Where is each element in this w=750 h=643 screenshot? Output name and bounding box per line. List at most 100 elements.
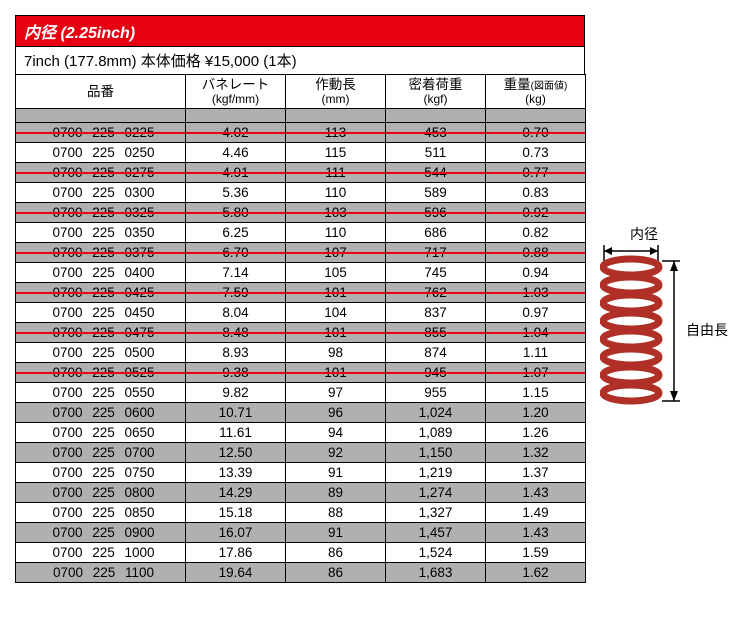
cell-part: 0700 225 1000 (16, 543, 186, 563)
cell-rate: 9.38 (186, 363, 286, 383)
spring-spec-table: 品番 バネレート (kgf/mm) 作動長 (mm) 密着荷重 (kgf) 重量… (15, 74, 586, 583)
cell-weight: 0.77 (486, 163, 586, 183)
cell-weight: 1.37 (486, 463, 586, 483)
col-header-part: 品番 (16, 75, 186, 109)
cell-part: 0700 225 0600 (16, 403, 186, 423)
cell-load: 1,524 (386, 543, 486, 563)
cell-rate: 7.59 (186, 283, 286, 303)
col-header-load-label: 密着荷重 (388, 77, 483, 93)
cell-part: 0700 225 0650 (16, 423, 186, 443)
cell-stroke: 105 (286, 263, 386, 283)
cell-stroke: 92 (286, 443, 386, 463)
table-row: 0700 225 04508.041048370.97 (16, 303, 586, 323)
cell-weight: 0.70 (486, 123, 586, 143)
cell-load: 837 (386, 303, 486, 323)
cell-rate: 5.80 (186, 203, 286, 223)
cell-part: 0700 225 0325 (16, 203, 186, 223)
cell-stroke: 101 (286, 363, 386, 383)
cell-rate: 17.86 (186, 543, 286, 563)
table-row: 0700 225 085015.18881,3271.49 (16, 503, 586, 523)
cell-load: 453 (386, 123, 486, 143)
cell-load: 1,457 (386, 523, 486, 543)
cell-part: 0700 225 0425 (16, 283, 186, 303)
table-row: 0700 225 075013.39911,2191.37 (16, 463, 586, 483)
cell-weight: 1.26 (486, 423, 586, 443)
cell-load: 1,274 (386, 483, 486, 503)
cell-stroke: 97 (286, 383, 386, 403)
cell-weight: 1.62 (486, 563, 586, 583)
cell-rate: 11.61 (186, 423, 286, 443)
cell-part: 0700 225 0225 (16, 123, 186, 143)
cell-part: 0700 225 0350 (16, 223, 186, 243)
col-header-load-unit: (kgf) (388, 93, 483, 107)
table-row: 0700 225 100017.86861,5241.59 (16, 543, 586, 563)
cell-rate: 4.46 (186, 143, 286, 163)
cell-stroke: 94 (286, 423, 386, 443)
cell-load: 1,150 (386, 443, 486, 463)
cell-weight: 1.43 (486, 483, 586, 503)
cell-stroke: 104 (286, 303, 386, 323)
cell-part: 0700 225 0525 (16, 363, 186, 383)
cell-stroke: 89 (286, 483, 386, 503)
table-row: 0700 225 04257.591017621.03 (16, 283, 586, 303)
table-row: 0700 225 04758.481018551.04 (16, 323, 586, 343)
price-subtitle: 7inch (177.8mm) 本体価格 ¥15,000 (1本) (15, 46, 585, 74)
col-header-weight: 重量(図面値) (kg) (486, 75, 586, 109)
table-row: 0700 225 03005.361105890.83 (16, 183, 586, 203)
cell-part: 0700 225 0375 (16, 243, 186, 263)
cell-load: 686 (386, 223, 486, 243)
cell-stroke: 111 (286, 163, 386, 183)
cell-part: 0700 225 0850 (16, 503, 186, 523)
cell-stroke: 107 (286, 243, 386, 263)
cell-part: 0700 225 0400 (16, 263, 186, 283)
cell-rate: 8.48 (186, 323, 286, 343)
cell-stroke: 103 (286, 203, 386, 223)
cell-load: 762 (386, 283, 486, 303)
cell-load: 589 (386, 183, 486, 203)
table-row: 0700 225 04007.141057450.94 (16, 263, 586, 283)
cell-load: 544 (386, 163, 486, 183)
cell-load: 745 (386, 263, 486, 283)
col-header-weight-unit: (kg) (488, 93, 583, 107)
col-header-stroke: 作動長 (mm) (286, 75, 386, 109)
table-row: 0700 225 090016.07911,4571.43 (16, 523, 586, 543)
cell-weight: 0.94 (486, 263, 586, 283)
table-header-row: 品番 バネレート (kgf/mm) 作動長 (mm) 密着荷重 (kgf) 重量… (16, 75, 586, 109)
cell-stroke: 115 (286, 143, 386, 163)
col-header-stroke-unit: (mm) (288, 93, 383, 107)
cell-weight: 1.04 (486, 323, 586, 343)
cell-part: 0700 225 0800 (16, 483, 186, 503)
col-header-load: 密着荷重 (kgf) (386, 75, 486, 109)
col-header-stroke-label: 作動長 (288, 77, 383, 93)
cell-part: 0700 225 0275 (16, 163, 186, 183)
cell-rate: 10.71 (186, 403, 286, 423)
cell-rate: 14.29 (186, 483, 286, 503)
cell-stroke: 110 (286, 183, 386, 203)
cell-rate: 15.18 (186, 503, 286, 523)
cell-rate: 4.02 (186, 123, 286, 143)
cell-part: 0700 225 0700 (16, 443, 186, 463)
col-header-rate-label: バネレート (188, 77, 283, 93)
cell-weight: 1.43 (486, 523, 586, 543)
cell-load: 717 (386, 243, 486, 263)
spring-icon (603, 259, 659, 401)
table-row: 0700 225 05509.82979551.15 (16, 383, 586, 403)
cell-load: 1,327 (386, 503, 486, 523)
cell-part: 0700 225 0900 (16, 523, 186, 543)
cell-rate: 9.82 (186, 383, 286, 403)
cell-rate: 16.07 (186, 523, 286, 543)
cell-load: 1,089 (386, 423, 486, 443)
col-header-weight-label-sub: (図面値) (531, 81, 568, 92)
cell-load: 1,219 (386, 463, 486, 483)
cell-stroke: 88 (286, 503, 386, 523)
table-body: 0700 225 02254.021134530.700700 225 0250… (16, 123, 586, 583)
cell-stroke: 91 (286, 523, 386, 543)
cell-part: 0700 225 0550 (16, 383, 186, 403)
cell-part: 0700 225 0250 (16, 143, 186, 163)
cell-load: 1,683 (386, 563, 486, 583)
cell-weight: 0.83 (486, 183, 586, 203)
cell-weight: 0.97 (486, 303, 586, 323)
cell-rate: 6.25 (186, 223, 286, 243)
table-row: 0700 225 02504.461155110.73 (16, 143, 586, 163)
cell-rate: 6.70 (186, 243, 286, 263)
